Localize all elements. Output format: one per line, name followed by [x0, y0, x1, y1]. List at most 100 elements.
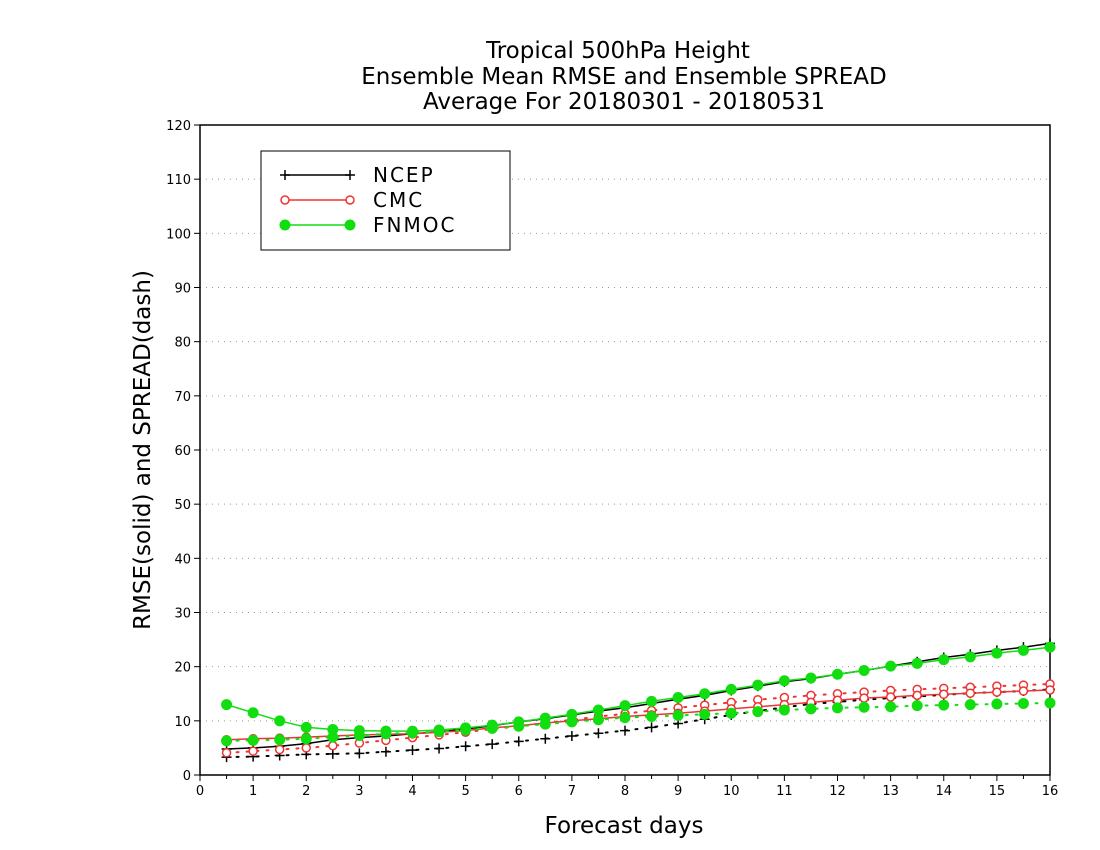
- fnmoc-rmse-point: [433, 724, 445, 736]
- ncep-spread-line: [225, 688, 1051, 759]
- fnmoc-rmse-point: [407, 725, 418, 737]
- fnmoc-rmse-point: [1017, 644, 1029, 656]
- y-tick-label: 90: [174, 282, 191, 297]
- ncep-spread-point: [540, 733, 551, 744]
- cmc-rmse-line: [226, 689, 1051, 741]
- y-tick-label: 30: [174, 607, 191, 622]
- cmc-rmse-point: [1045, 685, 1055, 695]
- ncep-spread-point: [380, 746, 391, 757]
- y-axis-title: RMSE(solid) and SPREAD(dash): [130, 270, 156, 630]
- fnmoc-spread-point: [725, 707, 737, 719]
- ncep-spread-point: [460, 741, 471, 752]
- cmc-spread-point: [248, 746, 258, 756]
- legend-label-ncep: NCEP: [373, 163, 435, 187]
- ncep-spread-point: [566, 731, 577, 741]
- fnmoc-rmse-point: [513, 716, 525, 728]
- ncep-spread-point: [327, 748, 338, 759]
- fnmoc-rmse-point: [911, 657, 923, 669]
- fnmoc-spread-point: [805, 703, 817, 715]
- fnmoc-spread-point: [991, 698, 1003, 710]
- fnmoc-rmse-point: [885, 660, 897, 672]
- x-tick-label: 5: [461, 784, 469, 799]
- y-tick-label: 20: [174, 661, 191, 676]
- y-tick-label: 50: [174, 498, 191, 513]
- fnmoc-rmse-point: [991, 647, 1003, 659]
- fnmoc-rmse-point: [646, 695, 658, 707]
- y-tick-label: 120: [166, 119, 191, 134]
- fnmoc-rmse-point: [221, 699, 233, 711]
- x-tick-label: 12: [829, 784, 846, 799]
- fnmoc-spread-point: [699, 708, 711, 720]
- legend-marker-fnmoc: [279, 219, 291, 231]
- fnmoc-spread-point: [274, 734, 286, 746]
- x-tick-label: 0: [196, 784, 204, 799]
- x-axis-title: Forecast days: [545, 813, 704, 839]
- cmc-rmse-point: [885, 692, 896, 702]
- cmc-spread-point: [328, 741, 338, 751]
- fnmoc-spread-point: [646, 711, 658, 722]
- x-tick-label: 3: [355, 784, 363, 799]
- fnmoc-spread-point: [752, 706, 764, 718]
- y-tick-label: 80: [174, 336, 191, 351]
- legend-marker-cmc: [280, 195, 290, 205]
- y-tick-label: 110: [166, 173, 191, 188]
- legend-marker-cmc: [345, 195, 355, 205]
- fnmoc-spread-point: [1044, 697, 1056, 709]
- fnmoc-spread-line: [225, 702, 1051, 742]
- fnmoc-spread-point: [619, 712, 631, 724]
- fnmoc-spread-point: [592, 714, 604, 726]
- x-tick-label: 8: [621, 784, 629, 799]
- fnmoc-rmse-point: [858, 664, 870, 676]
- fnmoc-spread-point: [300, 733, 312, 745]
- fnmoc-spread-point: [1017, 698, 1029, 709]
- fnmoc-rmse-point: [964, 651, 976, 663]
- x-tick-label: 16: [1042, 784, 1059, 799]
- fnmoc-rmse-point: [327, 724, 339, 735]
- y-tick-label: 10: [174, 715, 191, 730]
- fnmoc-rmse-point: [353, 725, 365, 737]
- y-tick-label: 40: [174, 552, 191, 567]
- cmc-spread-point: [221, 748, 232, 758]
- title-line-2: Ensemble Mean RMSE and Ensemble SPREAD: [361, 64, 886, 90]
- fnmoc-rmse-point: [805, 672, 817, 684]
- cmc-spread-point: [301, 743, 311, 753]
- x-tick-label: 2: [302, 784, 310, 799]
- ncep-rmse-line: [226, 642, 1051, 750]
- fnmoc-rmse-point: [460, 722, 472, 734]
- ncep-spread-point: [487, 739, 498, 750]
- fnmoc-rmse-point: [672, 692, 684, 704]
- ncep-spread-point: [620, 725, 630, 736]
- x-tick-label: 11: [776, 784, 793, 799]
- fnmoc-rmse-point: [300, 721, 312, 733]
- cmc-rmse-point: [939, 689, 949, 700]
- x-tick-label: 13: [882, 784, 899, 799]
- fnmoc-rmse-point: [247, 707, 259, 719]
- fnmoc-rmse-point: [566, 708, 578, 720]
- cmc-rmse-point: [992, 687, 1002, 697]
- fnmoc-rmse-point: [778, 675, 790, 687]
- legend-label-cmc: CMC: [373, 188, 424, 212]
- fnmoc-rmse-point: [619, 700, 631, 712]
- fnmoc-spread-point: [778, 704, 790, 716]
- title-line-1: Tropical 500hPa Height: [485, 38, 750, 64]
- fnmoc-rmse-point: [380, 725, 392, 737]
- cmc-spread-point: [274, 744, 285, 755]
- x-tick-label: 10: [723, 784, 740, 799]
- legend-label-fnmoc: FNMOC: [373, 213, 456, 237]
- fnmoc-spread-point: [938, 699, 950, 711]
- ncep-spread-point: [593, 728, 604, 739]
- cmc-rmse-point: [1018, 686, 1029, 696]
- fnmoc-rmse-point: [699, 688, 711, 700]
- fnmoc-rmse-point: [592, 704, 604, 716]
- x-tick-label: 4: [408, 784, 416, 799]
- x-tick-label: 1: [249, 784, 257, 799]
- fnmoc-spread-point: [911, 700, 923, 712]
- fnmoc-rmse-point: [486, 719, 498, 731]
- chart-title: Tropical 500hPa Height Ensemble Mean RMS…: [361, 38, 886, 115]
- x-tick-label: 15: [989, 784, 1006, 799]
- fnmoc-rmse-point: [938, 654, 950, 666]
- fnmoc-rmse-point: [539, 712, 551, 724]
- cmc-rmse-point: [859, 693, 869, 703]
